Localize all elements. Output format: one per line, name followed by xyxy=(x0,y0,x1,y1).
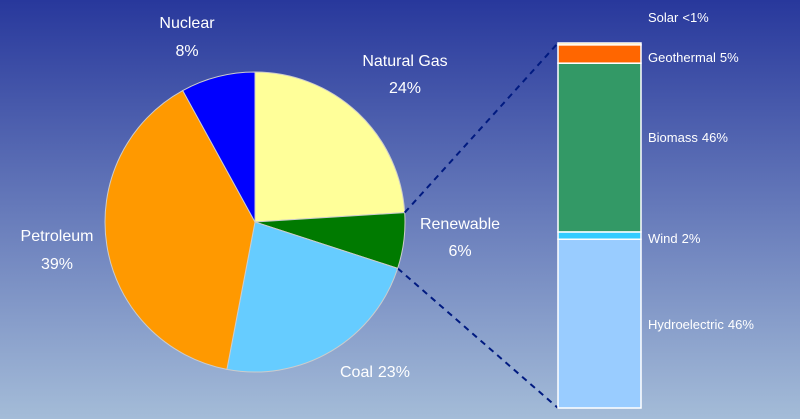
value-label: 46% xyxy=(702,130,728,145)
bar-segment xyxy=(557,42,642,46)
legend-label: Solar xyxy=(648,10,679,25)
connector xyxy=(403,42,559,214)
value-label: 8% xyxy=(175,43,198,60)
value-label: 6% xyxy=(448,243,471,260)
category-label: Renewable xyxy=(420,216,500,233)
value-label: 5% xyxy=(720,50,739,65)
pie-slice xyxy=(226,221,399,373)
bar-segment xyxy=(557,238,642,409)
value-label: 23% xyxy=(378,364,410,381)
value-label: 2% xyxy=(682,231,701,246)
segment-label: Hydroelectric 46% xyxy=(648,317,754,332)
category-label: Nuclear xyxy=(159,15,215,32)
slice-label: Nuclear 8% xyxy=(159,15,215,60)
segment-label: Solar <1% xyxy=(648,10,709,25)
category-label: Coal xyxy=(340,364,373,381)
bar-segment xyxy=(557,62,642,233)
segment-label: Wind 2% xyxy=(648,231,701,246)
pie-slice xyxy=(254,71,406,223)
slice-label: Coal 23% xyxy=(340,364,410,381)
legend-label: Biomass xyxy=(648,130,698,145)
legend-label: Wind xyxy=(648,231,678,246)
legend-label: Hydroelectric xyxy=(648,317,724,332)
pie-slice xyxy=(182,71,256,223)
category-label: Petroleum xyxy=(21,228,94,245)
segment-label: Biomass 46% xyxy=(648,130,728,145)
category-label: Natural Gas xyxy=(362,53,447,70)
value-label: 24% xyxy=(389,80,421,97)
pie-slice xyxy=(104,89,256,370)
bar-segment xyxy=(557,44,642,64)
value-label: <1% xyxy=(682,10,709,25)
slice-label: Natural Gas 24% xyxy=(362,53,447,97)
bar-segment xyxy=(557,231,642,241)
connector xyxy=(397,267,559,409)
legend-label: Geothermal xyxy=(648,50,716,65)
slice-label: Renewable 6% xyxy=(420,216,500,260)
value-label: 39% xyxy=(41,256,73,273)
slice-label: Petroleum 39% xyxy=(21,228,94,273)
segment-label: Geothermal 5% xyxy=(648,50,739,65)
value-label: 46% xyxy=(728,317,754,332)
